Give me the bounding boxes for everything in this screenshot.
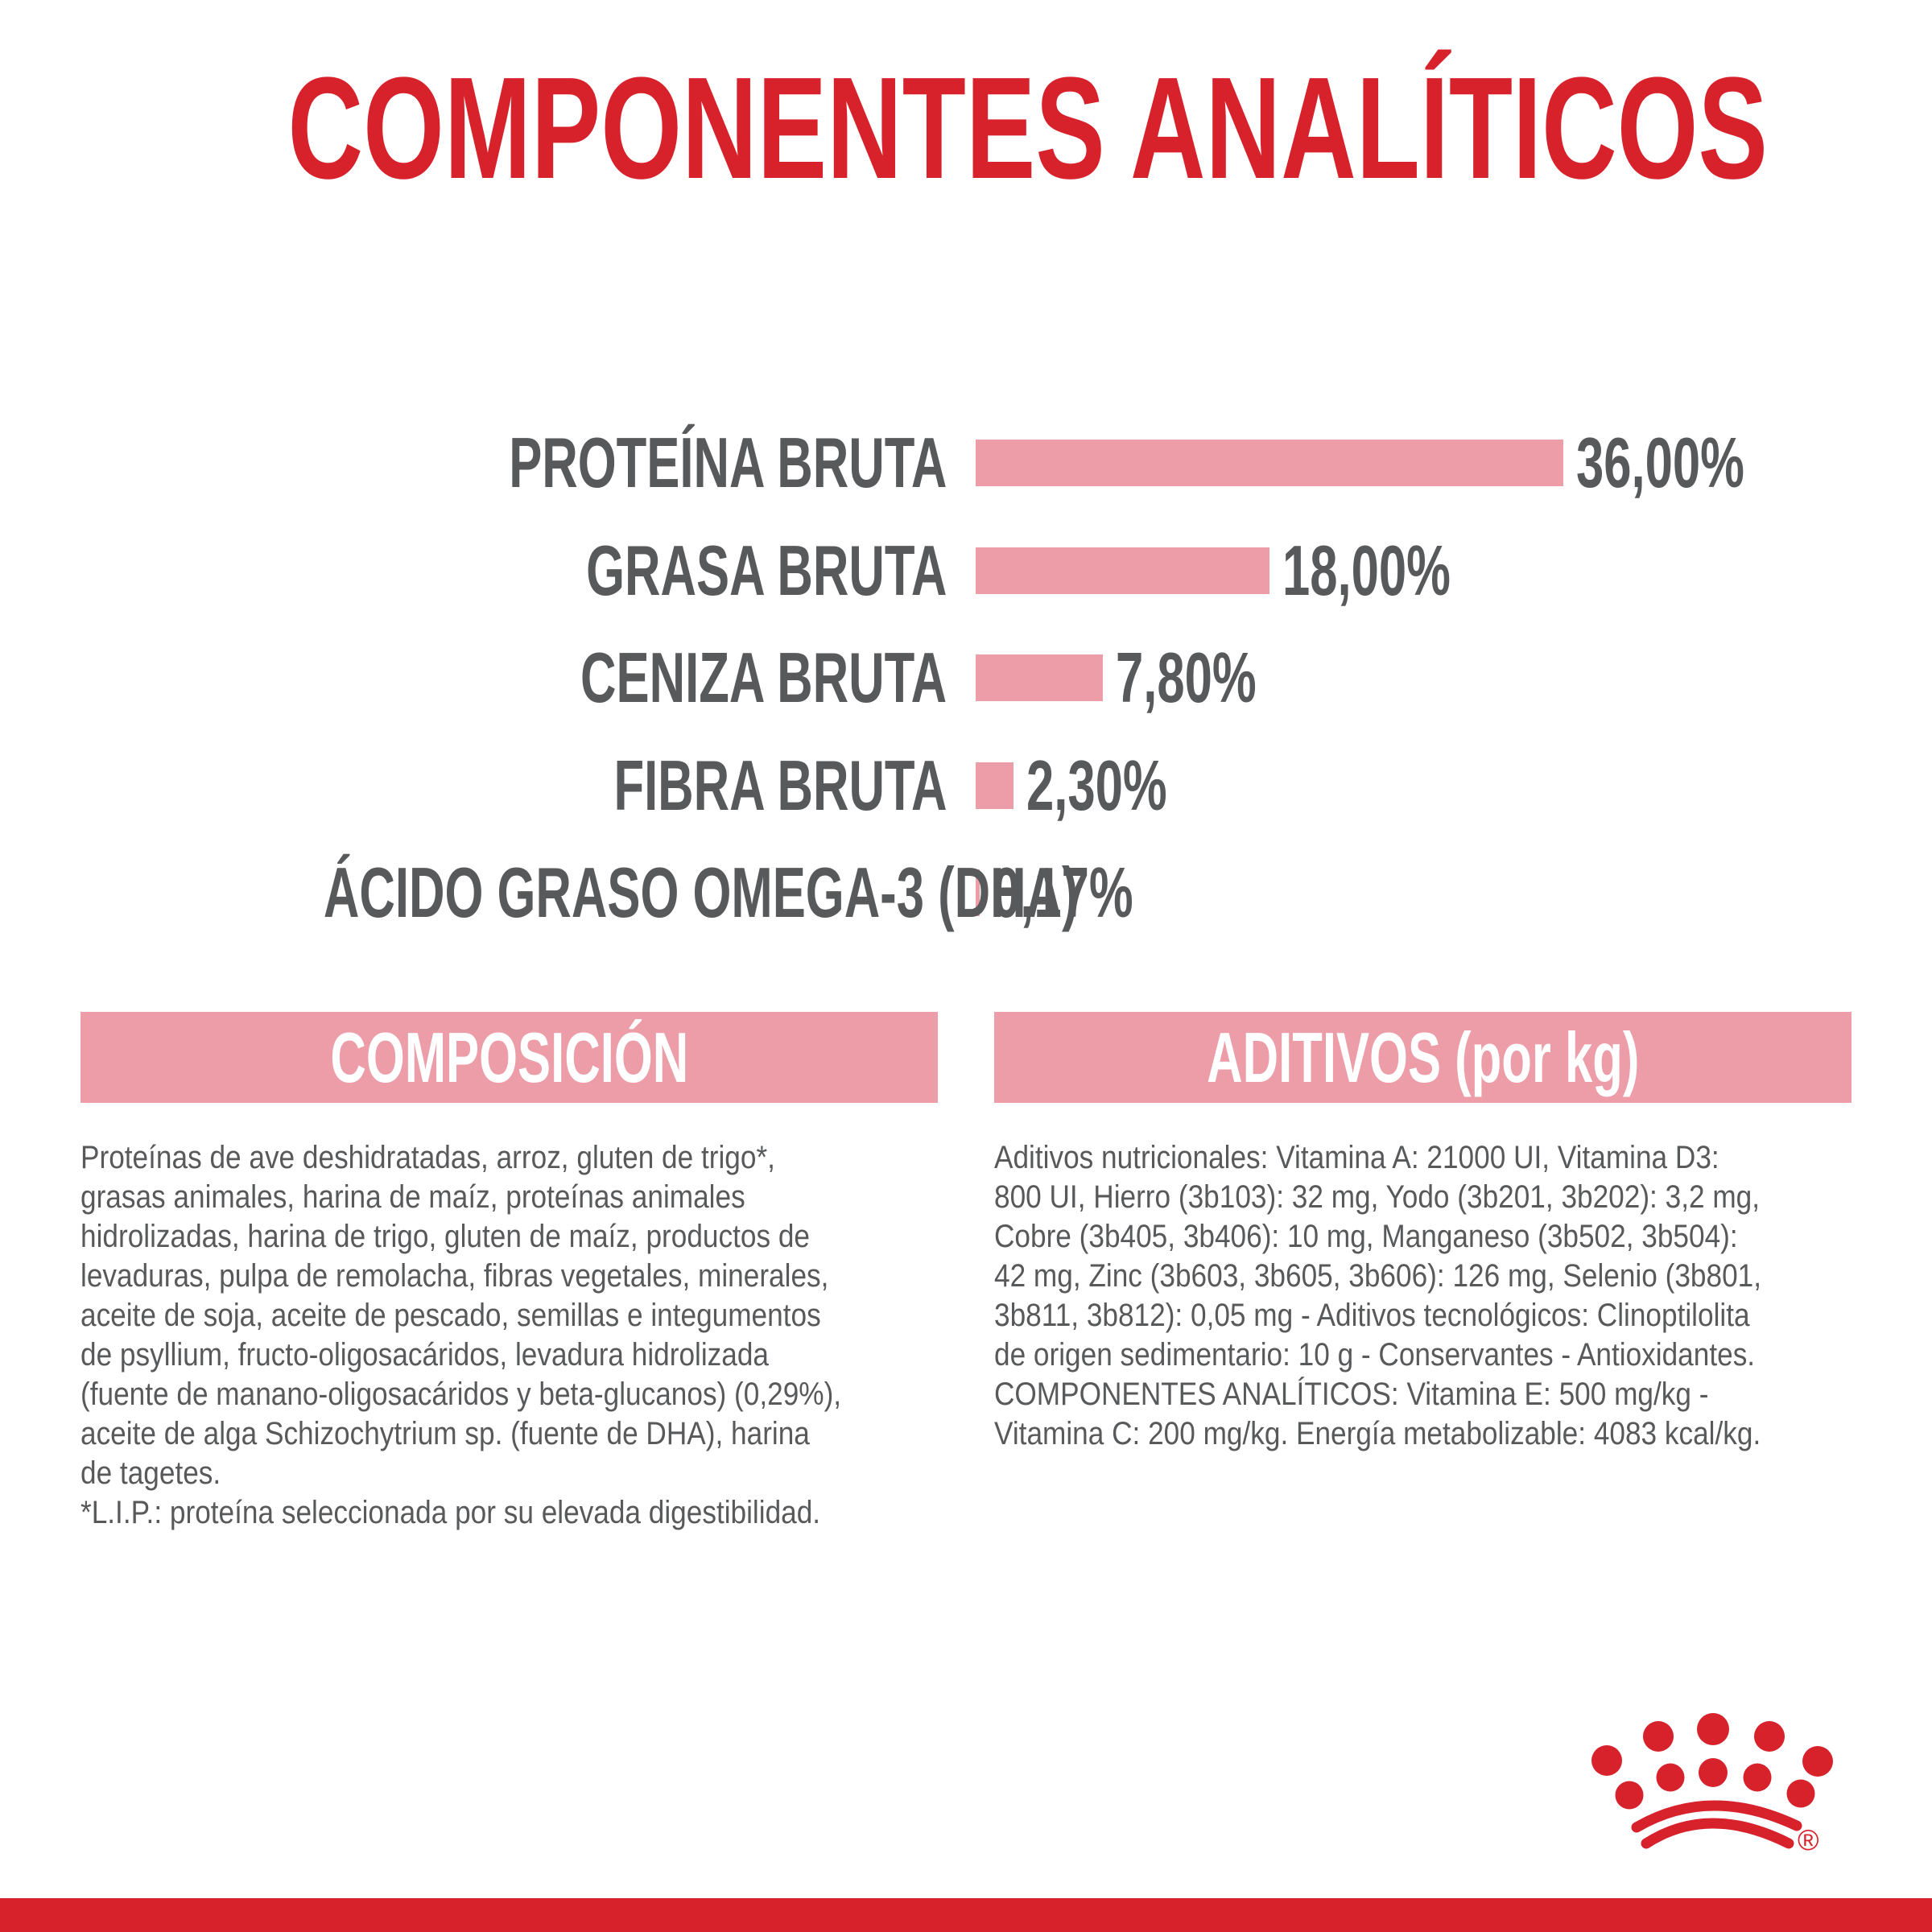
chart-value-label: 2,30% xyxy=(1026,745,1167,825)
aditivos-text: Aditivos nutricionales: Vitamina A: 2100… xyxy=(994,1140,1761,1451)
chart-row: PROTEÍNA BRUTA 36,00% xyxy=(0,423,1932,502)
chart-category-label: GRASA BRUTA xyxy=(585,530,947,610)
chart-category-label: PROTEÍNA BRUTA xyxy=(508,423,947,502)
chart-bar xyxy=(976,869,980,916)
chart-row: GRASA BRUTA 18,00% xyxy=(0,530,1932,610)
chart-row: ÁCIDO GRASO OMEGA-3 (DHA) 0,17% xyxy=(0,852,1932,932)
chart-row: CENIZA BRUTA 7,80% xyxy=(0,638,1932,717)
royal-canin-crown-logo: ® xyxy=(1591,1713,1833,1856)
aditivos-title: ADITIVOS (por kg) xyxy=(1206,1017,1640,1097)
chart-category-label: FIBRA BRUTA xyxy=(613,745,947,825)
composicion-banner: COMPOSICIÓN xyxy=(80,1012,938,1103)
chart-bar xyxy=(976,440,1564,486)
chart-value-label: 7,80% xyxy=(1116,638,1257,717)
composicion-title: COMPOSICIÓN xyxy=(330,1017,688,1097)
registered-trademark-icon: ® xyxy=(1798,1823,1819,1856)
chart-row: FIBRA BRUTA 2,30% xyxy=(0,745,1932,825)
chart-value-label: 36,00% xyxy=(1576,423,1745,502)
chart-bar xyxy=(976,547,1270,594)
bottom-red-bar xyxy=(0,1898,1932,1932)
chart-value-label: 0,17% xyxy=(993,852,1133,932)
chart-value-label: 18,00% xyxy=(1282,530,1451,610)
page-title: COMPONENTES ANALÍTICOS xyxy=(287,47,1768,209)
crown-arcs xyxy=(1631,1800,1802,1849)
aditivos-banner: ADITIVOS (por kg) xyxy=(994,1012,1852,1103)
crown-dots xyxy=(1591,1713,1833,1810)
composicion-text: Proteínas de ave deshidratadas, arroz, g… xyxy=(80,1140,842,1530)
chart-category-label: ÁCIDO GRASO OMEGA-3 (DHA) xyxy=(323,852,1079,932)
chart-category-label: CENIZA BRUTA xyxy=(580,638,947,717)
chart-bar xyxy=(976,654,1104,701)
chart-bar xyxy=(976,762,1013,809)
